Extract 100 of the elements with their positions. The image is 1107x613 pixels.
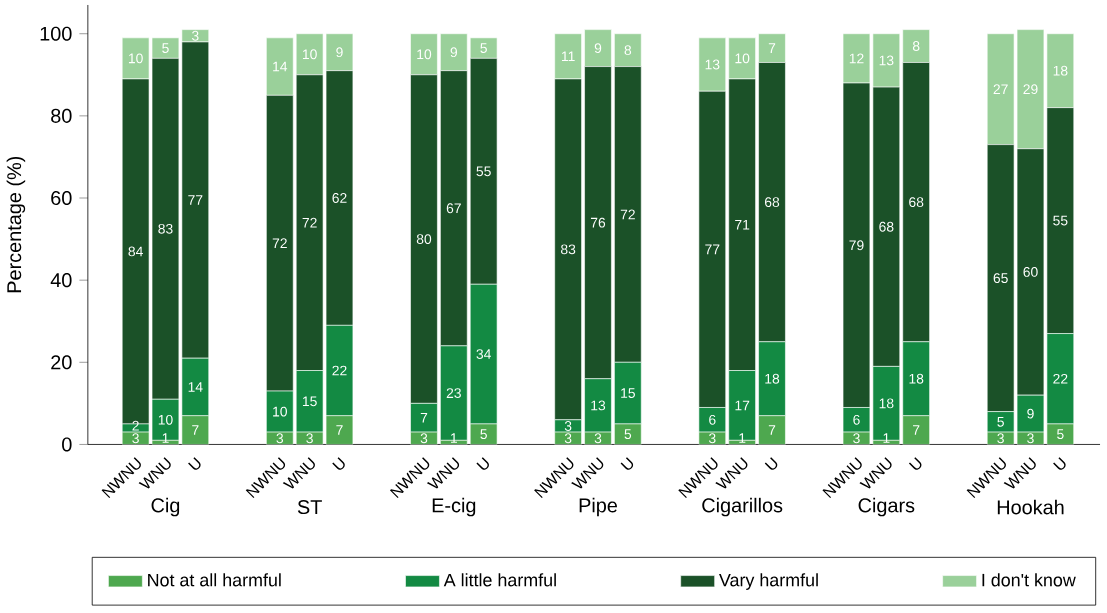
data-label: 13 (879, 55, 894, 66)
legend-label: Not at all harmful (148, 573, 281, 587)
data-label: 3 (594, 433, 602, 443)
data-label: 3 (853, 433, 860, 443)
data-label: 83 (158, 223, 173, 234)
data-label: 67 (446, 203, 461, 213)
data-label: 15 (302, 396, 317, 406)
text: Cig (151, 497, 180, 517)
data-label: 7 (192, 425, 199, 435)
data-label: 18 (879, 398, 894, 409)
data-label: 10 (273, 406, 287, 417)
y-tick-label: 100 (40, 26, 72, 41)
x-tick-label: U (476, 456, 489, 470)
data-label: 7 (420, 412, 428, 423)
data-label: 8 (624, 45, 632, 55)
data-label: 10 (302, 49, 317, 59)
data-label: 13 (591, 400, 606, 411)
y-axis-title: Percentage (%) (6, 156, 26, 292)
data-label: 22 (332, 365, 347, 376)
data-label: 68 (909, 196, 924, 207)
data-label: 62 (332, 192, 347, 203)
data-label: 80 (416, 233, 432, 244)
data-label: 3 (708, 433, 716, 443)
data-label: 5 (480, 429, 487, 439)
data-label: 23 (446, 387, 461, 398)
data-label: 9 (594, 42, 602, 53)
data-label: 18 (1053, 65, 1068, 76)
y-tick-label: 0 (62, 437, 72, 452)
data-label: 3 (420, 433, 428, 443)
data-label: 9 (450, 47, 458, 57)
data-label: 76 (590, 217, 606, 228)
data-label: 55 (1053, 215, 1068, 226)
data-label: 14 (273, 61, 288, 72)
data-label: 79 (849, 240, 864, 250)
data-label: 10 (735, 53, 750, 64)
data-label: 3 (1027, 433, 1034, 443)
data-label: 27 (993, 84, 1008, 94)
x-tick-label: U (908, 456, 922, 470)
data-label: 77 (705, 244, 720, 254)
text: ST (297, 499, 322, 514)
data-label: 68 (764, 196, 780, 207)
x-tick-label: U (332, 456, 345, 470)
data-label: 77 (188, 195, 203, 205)
data-label: 10 (158, 414, 173, 425)
data-label: 22 (1053, 373, 1068, 384)
data-label: 6 (853, 414, 860, 425)
y-tick-label: 20 (51, 355, 72, 370)
data-label: 3 (132, 433, 139, 443)
data-label: 10 (417, 49, 432, 59)
data-label: 6 (709, 414, 716, 425)
x-tick-label: U (764, 456, 778, 470)
data-label: 8 (912, 40, 920, 51)
data-label: 3 (191, 30, 199, 41)
data-label: 3 (306, 433, 313, 443)
data-label: 3 (997, 433, 1004, 443)
y-tick-label: 60 (51, 190, 72, 205)
data-label: 10 (128, 53, 143, 64)
text: Hookah (997, 499, 1064, 515)
text: Cigars (858, 497, 915, 517)
data-label: 9 (336, 47, 343, 57)
data-label: 18 (909, 373, 924, 384)
data-label: 72 (272, 238, 287, 248)
text: Cigarillos (702, 497, 783, 517)
y-tick-label: 40 (50, 272, 72, 287)
data-label: 7 (768, 43, 776, 53)
data-label: 18 (765, 373, 780, 384)
data-label: 5 (480, 43, 487, 53)
data-label: 3 (276, 433, 284, 443)
data-label: 72 (620, 209, 635, 220)
x-tick-label: U (1053, 456, 1066, 470)
text: Pipe (579, 497, 617, 517)
x-tick-label: U (188, 456, 201, 470)
data-label: 7 (913, 425, 920, 435)
y-tick-label: 80 (51, 108, 72, 123)
data-label: 55 (476, 166, 491, 176)
data-label: 7 (336, 425, 343, 435)
data-label: 14 (188, 381, 203, 392)
data-label: 5 (624, 429, 632, 439)
data-label: 83 (560, 244, 576, 255)
data-label: 12 (849, 53, 864, 63)
data-label: 5 (997, 416, 1004, 427)
data-label: 68 (879, 221, 894, 232)
data-label: 84 (128, 246, 143, 257)
legend-label: I don't know (982, 573, 1076, 587)
data-label: 17 (735, 400, 750, 410)
data-label: 65 (993, 272, 1008, 283)
data-label: 3 (564, 433, 572, 443)
data-label: 11 (561, 51, 575, 61)
data-label: 15 (621, 388, 635, 398)
data-label: 5 (162, 43, 169, 53)
data-label: 71 (735, 219, 750, 230)
data-label: 13 (705, 59, 720, 70)
data-label: 5 (1057, 429, 1064, 439)
legend-label: Vary harmful (719, 573, 818, 590)
data-label: 72 (302, 217, 317, 228)
data-label: 7 (768, 425, 776, 435)
data-label: 9 (1027, 408, 1034, 419)
data-label: 29 (1023, 84, 1038, 94)
data-label: 3 (564, 420, 572, 431)
legend-label: A little harmful (443, 573, 556, 587)
